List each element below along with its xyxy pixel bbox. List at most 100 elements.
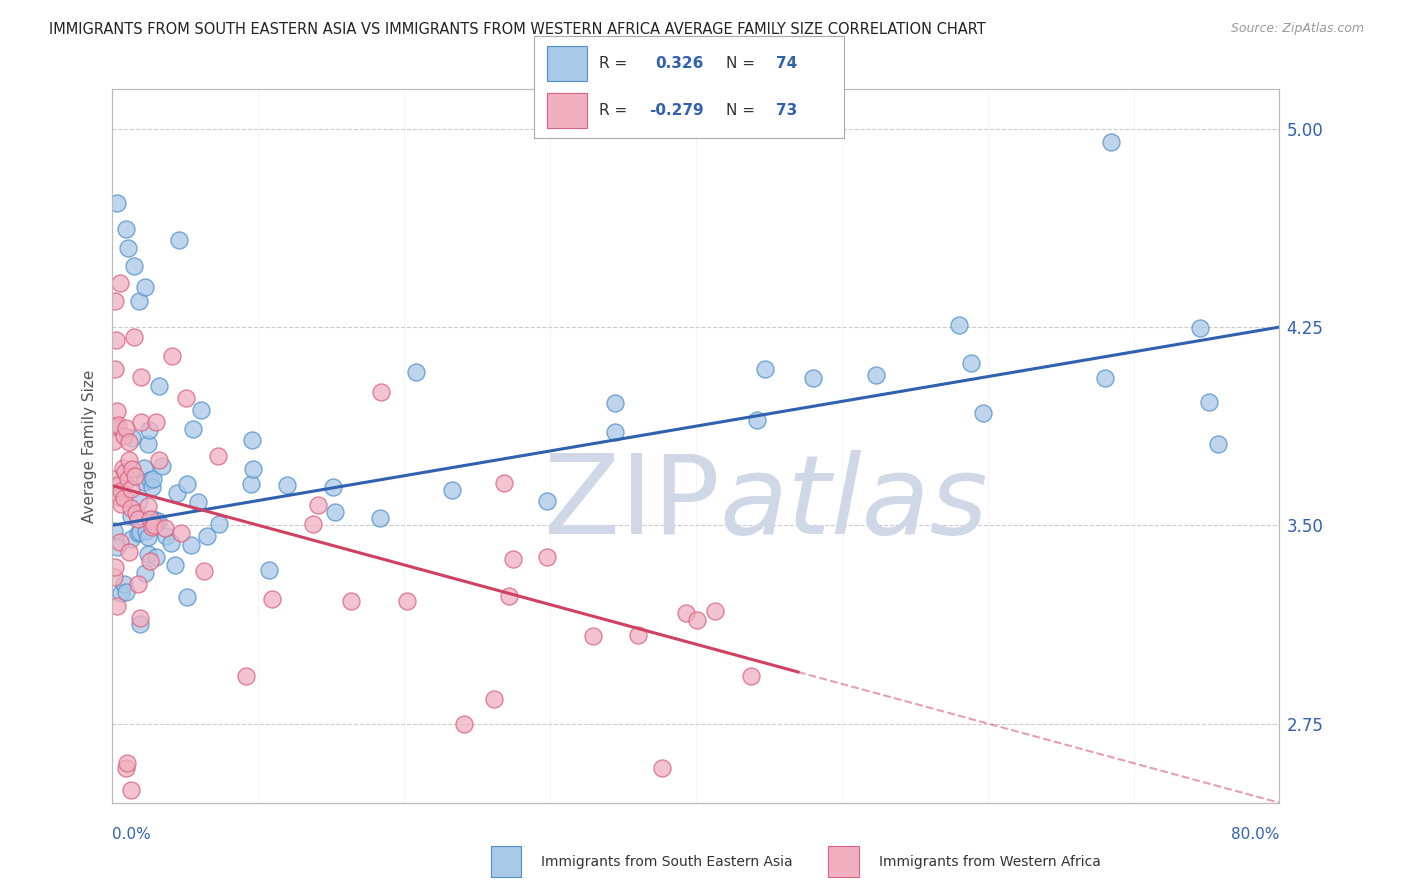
Point (187, 494, 209, 508)
Point (536, 493, 558, 508)
Point (146, 514, 169, 528)
FancyBboxPatch shape (547, 93, 586, 128)
Point (145, 416, 167, 430)
Point (370, 384, 392, 399)
Point (127, 577, 149, 591)
Point (176, 590, 198, 604)
Point (174, 391, 197, 405)
Point (117, 241, 139, 255)
Point (440, 483, 463, 498)
Point (155, 529, 177, 543)
Point (115, 222, 138, 236)
Point (111, 460, 134, 475)
Point (1188, 321, 1211, 335)
Point (104, 362, 127, 376)
Point (148, 453, 170, 467)
Point (129, 616, 152, 631)
Text: R =: R = (599, 56, 633, 70)
Point (128, 293, 150, 308)
Point (112, 429, 135, 443)
Point (301, 517, 323, 532)
Point (108, 491, 131, 505)
Text: R =: R = (599, 103, 633, 118)
Point (745, 413, 768, 427)
Text: Source: ZipAtlas.com: Source: ZipAtlas.com (1230, 22, 1364, 36)
Point (129, 370, 152, 384)
Point (170, 525, 193, 540)
Point (704, 604, 727, 618)
Point (103, 524, 125, 538)
Point (865, 368, 887, 382)
Point (103, 434, 125, 449)
Point (754, 362, 776, 376)
Point (121, 782, 143, 797)
Point (627, 628, 650, 642)
Point (167, 233, 190, 247)
Point (105, 599, 128, 613)
Point (801, 371, 824, 385)
Text: 74: 74 (776, 56, 797, 70)
Point (208, 516, 231, 531)
Point (260, 592, 283, 607)
Point (502, 551, 524, 566)
Point (235, 669, 257, 683)
Point (136, 530, 159, 544)
Point (197, 529, 219, 543)
Point (112, 577, 135, 591)
Point (368, 510, 391, 524)
Point (960, 356, 983, 370)
Point (190, 403, 212, 417)
Point (139, 512, 162, 526)
Point (128, 524, 150, 539)
Point (134, 566, 156, 581)
Point (740, 669, 762, 683)
Text: 0.326: 0.326 (655, 56, 703, 70)
Point (160, 535, 183, 549)
Point (103, 570, 125, 584)
Point (166, 485, 188, 500)
Point (110, 483, 132, 498)
Point (135, 524, 157, 538)
Point (603, 425, 626, 440)
Point (153, 521, 176, 535)
Point (118, 434, 141, 449)
Point (148, 379, 170, 393)
Point (257, 564, 280, 578)
Point (107, 478, 129, 492)
Point (114, 421, 136, 435)
Point (108, 534, 131, 549)
Point (104, 333, 127, 347)
Point (132, 475, 155, 489)
Point (307, 498, 329, 512)
Point (145, 550, 167, 565)
Text: IMMIGRANTS FROM SOUTH EASTERN ASIA VS IMMIGRANTS FROM WESTERN AFRICA AVERAGE FAM: IMMIGRANTS FROM SOUTH EASTERN ASIA VS IM… (49, 22, 986, 37)
Text: -0.279: -0.279 (648, 103, 703, 118)
Point (103, 472, 125, 486)
Point (536, 550, 558, 565)
Point (105, 195, 128, 210)
Point (143, 517, 166, 532)
Point (134, 280, 156, 294)
Text: 73: 73 (776, 103, 797, 118)
Point (141, 480, 163, 494)
Point (276, 478, 298, 492)
Point (603, 396, 626, 410)
Point (138, 423, 160, 437)
Point (675, 606, 697, 620)
Text: N =: N = (725, 56, 755, 70)
Point (103, 419, 125, 434)
Point (107, 418, 129, 433)
Point (405, 365, 427, 379)
Text: Immigrants from South Eastern Asia: Immigrants from South Eastern Asia (541, 855, 793, 869)
Point (129, 416, 152, 430)
Point (396, 594, 419, 608)
Point (138, 437, 160, 451)
Point (105, 404, 128, 418)
Point (136, 547, 159, 561)
Point (150, 459, 173, 474)
Point (972, 406, 994, 420)
Point (115, 756, 138, 771)
Point (127, 526, 149, 541)
Point (142, 512, 165, 526)
Text: ZIP: ZIP (544, 450, 720, 557)
